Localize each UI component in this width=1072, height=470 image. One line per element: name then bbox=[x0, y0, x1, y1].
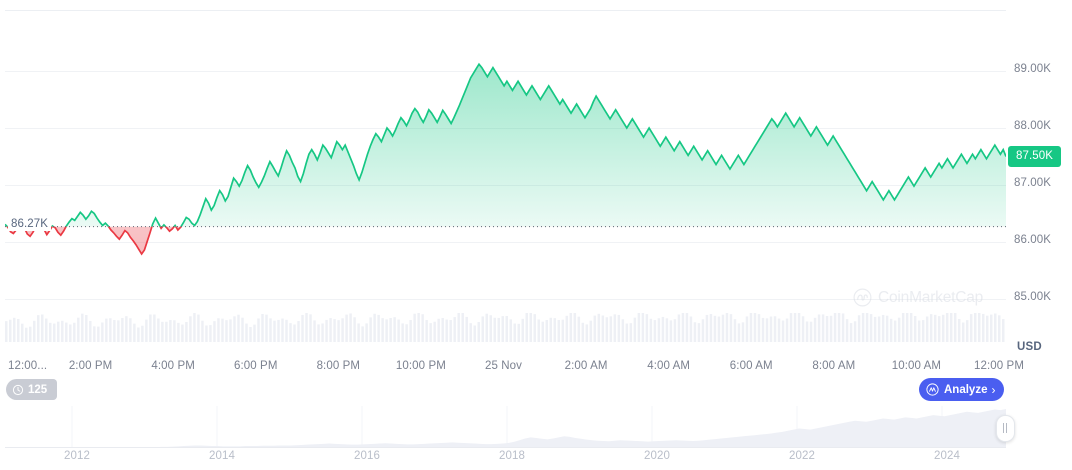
x-axis-tick-label: 4:00 PM bbox=[151, 360, 195, 372]
main-chart-plot[interactable] bbox=[5, 10, 1006, 345]
analyze-icon bbox=[926, 383, 939, 396]
navigator-year-label: 2012 bbox=[64, 450, 90, 462]
x-axis-ticks: 12:00... 2:00 PM 4:00 PM 6:00 PM 8:00 PM 10:0… bbox=[0, 360, 1024, 376]
range-navigator[interactable] bbox=[5, 406, 1006, 448]
navigator-year-label: 2022 bbox=[789, 450, 815, 462]
y-axis-tick-label: 86.00K bbox=[1014, 234, 1052, 246]
clock-icon bbox=[12, 384, 24, 395]
navigator-right-handle[interactable] bbox=[996, 415, 1015, 442]
x-axis-tick-label: 4:00 AM bbox=[647, 360, 691, 372]
current-price-tag: 87.50K bbox=[1008, 146, 1062, 167]
navigator-year-label: 2014 bbox=[209, 450, 235, 462]
area-fill-up bbox=[5, 64, 1006, 227]
analyze-button[interactable]: Analyze › bbox=[919, 378, 1005, 401]
y-axis-tick-label: 89.00K bbox=[1014, 63, 1052, 75]
navigator-year-label: 2016 bbox=[354, 450, 380, 462]
x-axis-tick-label: 8:00 AM bbox=[812, 360, 856, 372]
chevron-right-icon: › bbox=[991, 382, 996, 397]
navigator-year-label: 2024 bbox=[934, 450, 960, 462]
price-line-down bbox=[6, 226, 195, 256]
time-range-badge[interactable]: 125 bbox=[6, 379, 58, 400]
x-axis-tick-label: 2:00 AM bbox=[564, 360, 608, 372]
price-line-up bbox=[5, 62, 1006, 227]
watermark-text: CoinMarketCap bbox=[878, 288, 984, 306]
x-axis-tick-label: 12:00 PM bbox=[973, 360, 1025, 372]
x-axis-tick-label: 6:00 AM bbox=[729, 360, 773, 372]
time-range-badge-label: 125 bbox=[28, 383, 48, 396]
x-axis-tick-label: 25 Nov bbox=[484, 360, 523, 372]
cmc-logo-icon bbox=[853, 288, 872, 307]
navigator-year-label: 2018 bbox=[499, 450, 525, 462]
price-area-chart bbox=[5, 62, 1006, 342]
handle-grip-line bbox=[1006, 423, 1007, 433]
currency-label: USD bbox=[1017, 341, 1042, 353]
navigator-year-ticks: 2012 2014 2016 2018 2020 2022 2024 bbox=[0, 450, 1006, 466]
y-axis-tick-label: 88.00K bbox=[1014, 120, 1052, 132]
navigator-area-chart bbox=[5, 406, 1006, 448]
baseline-price-label: 86.27K bbox=[8, 217, 52, 231]
coinmarketcap-watermark: CoinMarketCap bbox=[853, 288, 983, 307]
y-axis-tick-label: 87.00K bbox=[1014, 177, 1052, 189]
x-axis-tick-label: 10:00 PM bbox=[395, 360, 446, 372]
y-axis-tick-label: 85.00K bbox=[1014, 291, 1052, 303]
x-axis-tick-label: 10:00 AM bbox=[891, 360, 942, 372]
x-axis-tick-label: 2:00 PM bbox=[68, 360, 113, 372]
handle-grip-line bbox=[1003, 423, 1004, 433]
analyze-button-label: Analyze bbox=[944, 383, 988, 396]
navigator-year-label: 2020 bbox=[644, 450, 670, 462]
x-axis-tick-label: 8:00 PM bbox=[316, 360, 361, 372]
navigator-area-fill bbox=[5, 409, 1006, 448]
x-axis-tick-label: 6:00 PM bbox=[233, 360, 278, 372]
volume-bars bbox=[5, 313, 1005, 342]
x-axis-tick-label: 12:00... bbox=[8, 360, 48, 372]
